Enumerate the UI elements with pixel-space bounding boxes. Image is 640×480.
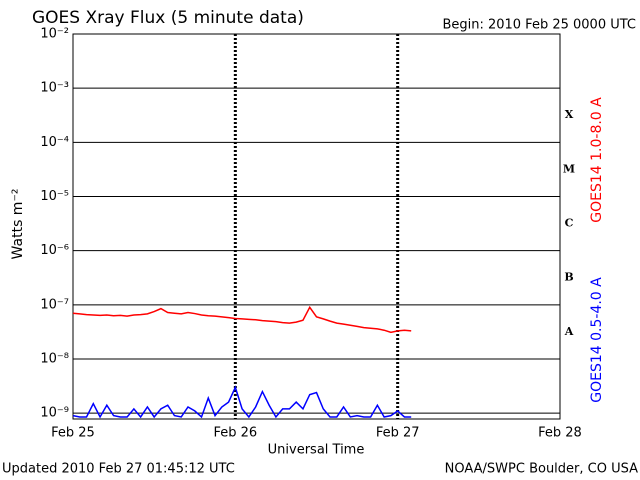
- chart-subtitle: Begin: 2010 Feb 25 0000 UTC: [442, 18, 636, 33]
- plot-frame: [72, 33, 561, 420]
- y-tick-label: 10⁻⁴: [40, 135, 69, 150]
- x-tick-label: Feb 27: [376, 426, 420, 441]
- x-tick-label: Feb 26: [213, 426, 257, 441]
- x-tick-label: Feb 25: [51, 426, 95, 441]
- x-axis-label: Universal Time: [268, 443, 365, 458]
- y-tick-label: 10⁻⁹: [40, 406, 69, 421]
- legend-label: GOES14 0.5-4.0 A: [589, 277, 605, 403]
- footer-left: Updated 2010 Feb 27 01:45:12 UTC: [2, 462, 235, 477]
- flare-class-label: M: [563, 162, 575, 175]
- legend-label: GOES14 1.0-8.0 A: [589, 97, 605, 223]
- flare-class-label: B: [564, 271, 573, 284]
- footer-right: NOAA/SWPC Boulder, CO USA: [445, 462, 638, 477]
- x-tick-label: Feb 28: [538, 426, 582, 441]
- chart-title: GOES Xray Flux (5 minute data): [32, 8, 304, 28]
- flare-class-label: C: [565, 217, 574, 230]
- flare-class-label: A: [564, 325, 574, 338]
- series-line: [72, 305, 412, 334]
- flare-class-label: X: [565, 108, 574, 121]
- y-tick-label: 10⁻⁷: [40, 297, 69, 312]
- y-tick-label: 10⁻²: [40, 27, 69, 42]
- y-axis-label: Watts m⁻²: [10, 189, 26, 260]
- y-tick-label: 10⁻³: [40, 81, 69, 96]
- y-tick-label: 10⁻⁵: [40, 189, 69, 204]
- y-tick-label: 10⁻⁸: [40, 351, 69, 366]
- series-line: [72, 385, 412, 419]
- y-tick-label: 10⁻⁶: [40, 243, 69, 258]
